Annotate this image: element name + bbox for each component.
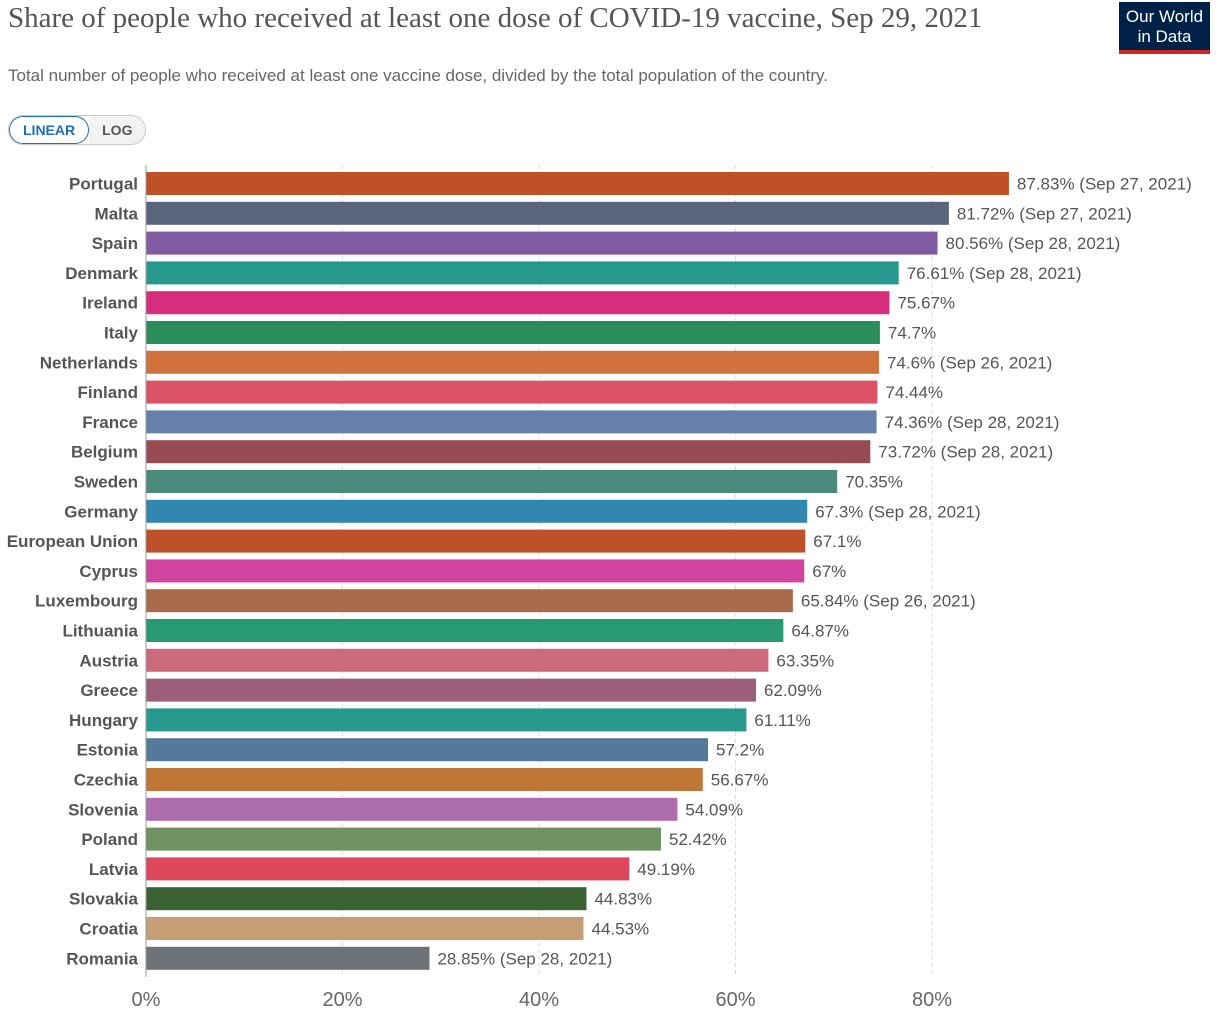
scale-toggle: LINEAR LOG [8,115,147,145]
value-label: 49.19% [637,860,695,879]
bar [146,648,769,672]
bar [146,261,899,285]
category-label: Latvia [89,860,139,879]
bar [146,619,784,642]
x-tick-label: 60% [715,989,755,1011]
category-label: Estonia [77,741,139,760]
category-label: Slovenia [68,800,138,819]
category-label: Austria [79,651,138,670]
value-label: 44.53% [592,920,650,939]
bars: Portugal 87.83% (Sep 27, 2021) Malta 81.72%… [7,172,1192,970]
category-label: Czechia [74,771,139,790]
bar [146,321,880,344]
value-label: 73.72% (Sep 28, 2021) [878,443,1053,462]
bar [146,559,805,583]
category-label: Netherlands [40,353,138,372]
x-tick-label: 40% [519,989,559,1011]
bar [146,827,662,851]
x-tick-label: 0% [132,989,161,1011]
bar [146,738,708,762]
owid-logo[interactable]: Our World in Data [1119,2,1210,54]
x-axis: 0% 20% 40% 60% 80% [132,165,952,1011]
value-label: 62.09% [764,681,822,700]
bar [146,499,808,523]
value-label: 74.36% (Sep 28, 2021) [885,413,1060,432]
value-label: 64.87% [791,622,849,641]
value-label: 87.83% (Sep 27, 2021) [1017,175,1192,194]
value-label: 80.56% (Sep 28, 2021) [946,234,1121,253]
value-label: 63.35% [776,651,834,670]
bar [146,589,793,613]
value-label: 67.3% (Sep 28, 2021) [815,502,980,521]
x-tick-label: 80% [912,989,952,1011]
value-label: 54.09% [685,800,743,819]
logo-line-2: in Data [1137,27,1192,46]
bar [146,440,871,464]
value-label: 74.7% [888,324,936,343]
chart-subtitle: Total number of people who received at l… [8,66,828,85]
bar [146,380,878,404]
logo-line-1: Our World [1125,7,1204,26]
bar [146,708,747,732]
bar [146,410,877,434]
category-label: Germany [64,502,138,521]
log-scale-button[interactable]: LOG [89,116,146,144]
value-label: 76.61% (Sep 28, 2021) [907,264,1082,283]
category-label: Romania [66,949,138,968]
value-label: 57.2% [716,741,764,760]
category-label: Belgium [71,443,138,462]
value-label: 74.6% (Sep 26, 2021) [887,353,1052,372]
value-label: 28.85% (Sep 28, 2021) [437,949,612,968]
value-label: 74.44% [885,383,943,402]
value-label: 81.72% (Sep 27, 2021) [957,204,1132,223]
value-label: 44.83% [594,890,652,909]
bar [146,857,630,881]
value-label: 61.11% [754,711,810,730]
bar [146,946,430,970]
bar [146,291,890,315]
bar [146,470,838,493]
category-label: Denmark [65,264,138,283]
category-label: Lithuania [62,622,138,641]
value-label: 67% [812,562,846,581]
category-label: Hungary [69,711,139,730]
category-label: Spain [92,234,138,253]
bar [146,917,584,940]
bar [146,172,1009,195]
category-label: Croatia [79,920,138,939]
bar [146,887,587,911]
category-label: Ireland [82,294,138,313]
category-label: Portugal [69,175,138,194]
chart-title: Share of people who received at least on… [8,2,983,34]
category-label: Finland [78,383,138,402]
bar [146,678,757,702]
value-label: 56.67% [711,771,769,790]
category-label: Slovakia [69,890,139,909]
bar [146,768,703,791]
value-label: 70.35% [845,473,903,492]
category-label: Italy [104,324,139,343]
category-label: Sweden [74,473,138,492]
linear-scale-button[interactable]: LINEAR [9,116,90,144]
value-label: 52.42% [669,830,727,849]
category-label: Greece [80,681,138,700]
bar [146,231,938,255]
category-label: Cyprus [79,562,138,581]
value-label: 65.84% (Sep 26, 2021) [801,592,976,611]
value-label: 75.67% [897,294,955,313]
x-tick-label: 20% [322,989,362,1011]
bar [146,797,678,821]
category-label: Malta [95,204,139,223]
bar [146,350,879,374]
category-label: Poland [81,830,138,849]
bar [146,201,949,225]
category-label: Luxembourg [35,592,138,611]
value-label: 67.1% [813,532,861,551]
category-label: European Union [7,532,138,551]
category-label: France [82,413,138,432]
bar [146,529,806,553]
